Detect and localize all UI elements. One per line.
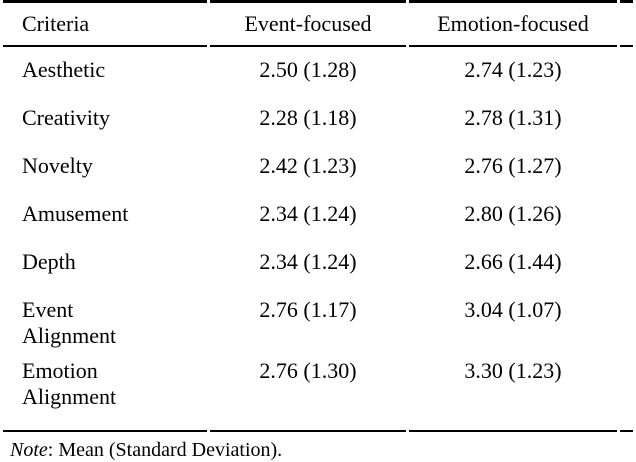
header-row: Criteria Event-focused Emotion-focused <box>3 0 633 47</box>
table-row: Creativity 2.28 (1.18) 2.78 (1.31) <box>3 95 633 143</box>
event-focused-value: 2.34 (1.24) <box>259 249 357 274</box>
table-row: Depth 2.34 (1.24) 2.66 (1.44) <box>3 239 633 287</box>
emotion-focused-value: 2.80 (1.26) <box>464 201 562 226</box>
results-table: Criteria Event-focused Emotion-focused A… <box>3 0 633 432</box>
emotion-focused-value: 2.74 (1.23) <box>464 57 562 82</box>
criteria-label: Emotion Alignment <box>22 358 117 409</box>
row-spacer <box>620 191 633 239</box>
row-spacer <box>620 143 633 191</box>
event-focused-value: 2.42 (1.23) <box>259 153 357 178</box>
emotion-focused-value: 2.66 (1.44) <box>464 249 562 274</box>
column-header-emotion-focused: Emotion-focused <box>409 0 617 47</box>
table-row: Amusement 2.34 (1.24) 2.80 (1.26) <box>3 191 633 239</box>
table-note: Note: Mean (Standard Deviation). <box>10 438 636 462</box>
row-spacer <box>620 47 633 95</box>
event-focused-value: 2.34 (1.24) <box>259 201 357 226</box>
event-focused-value: 2.28 (1.18) <box>259 105 357 130</box>
event-focused-value: 2.76 (1.30) <box>210 353 406 432</box>
row-spacer <box>620 239 633 287</box>
note-text: : Mean (Standard Deviation). <box>47 439 283 461</box>
emotion-focused-value: 3.30 (1.23) <box>409 353 617 432</box>
row-spacer <box>620 95 633 143</box>
emotion-focused-value: 2.78 (1.31) <box>464 105 562 130</box>
table-row: Novelty 2.42 (1.23) 2.76 (1.27) <box>3 143 633 191</box>
row-spacer <box>620 287 633 353</box>
criteria-label: Creativity <box>22 105 110 130</box>
column-header-event-focused: Event-focused <box>210 0 406 47</box>
criteria-label: Event Alignment <box>22 297 117 348</box>
note-label: Note <box>10 439 48 461</box>
table-row: Aesthetic 2.50 (1.28) 2.74 (1.23) <box>3 47 633 95</box>
table-row: Emotion Alignment 2.76 (1.30) 3.30 (1.23… <box>3 353 633 432</box>
header-spacer <box>620 0 633 47</box>
emotion-focused-value: 2.76 (1.27) <box>464 153 562 178</box>
criteria-label: Depth <box>22 249 76 274</box>
criteria-label: Aesthetic <box>22 57 106 82</box>
event-focused-value: 2.76 (1.17) <box>259 297 357 322</box>
event-focused-value: 2.50 (1.28) <box>259 57 357 82</box>
criteria-label: Amusement <box>22 201 129 226</box>
table-row: Event Alignment 2.76 (1.17) 3.04 (1.07) <box>3 287 633 353</box>
emotion-focused-value: 3.04 (1.07) <box>464 297 562 322</box>
criteria-label: Novelty <box>22 153 93 178</box>
column-header-criteria: Criteria <box>3 0 207 47</box>
row-spacer <box>620 353 633 432</box>
